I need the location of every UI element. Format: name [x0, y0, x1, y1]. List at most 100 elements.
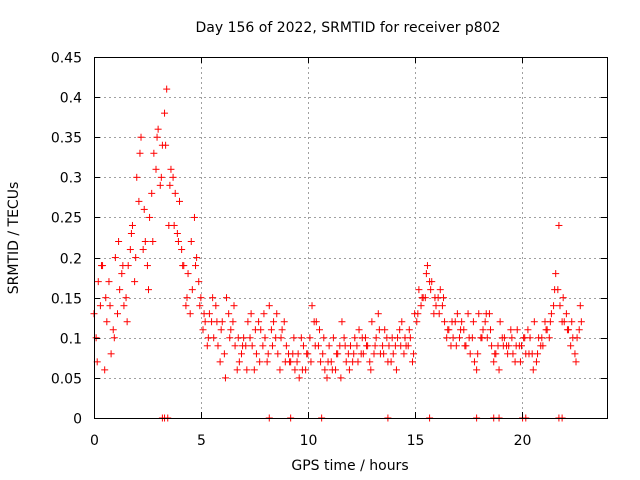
y-tick-label: 0	[73, 412, 82, 428]
x-tick-labels: 0 5 10 15 20	[90, 433, 531, 449]
data-point	[216, 358, 224, 366]
data-point	[114, 310, 122, 318]
data-point	[182, 302, 190, 310]
data-point	[321, 366, 329, 374]
data-point	[547, 310, 555, 318]
data-point	[422, 270, 430, 278]
data-point	[427, 286, 435, 294]
data-point	[490, 358, 498, 366]
data-point	[320, 334, 328, 342]
data-point	[458, 318, 466, 326]
data-point	[156, 181, 164, 189]
data-point	[469, 318, 477, 326]
data-point	[316, 326, 324, 334]
data-point	[559, 294, 567, 302]
data-point	[199, 326, 207, 334]
data-point	[310, 318, 318, 326]
data-point	[128, 221, 136, 229]
data-point	[140, 205, 148, 213]
data-point	[363, 342, 371, 350]
data-point	[345, 366, 353, 374]
x-tick-label: 0	[90, 433, 99, 449]
data-point	[293, 358, 301, 366]
data-point	[342, 358, 350, 366]
data-point	[552, 270, 560, 278]
data-point	[329, 334, 337, 342]
data-point	[148, 189, 156, 197]
data-point	[452, 342, 460, 350]
data-point	[572, 358, 580, 366]
data-point	[351, 334, 359, 342]
data-point	[524, 326, 532, 334]
data-point	[157, 173, 165, 181]
data-point	[545, 334, 553, 342]
data-point	[103, 318, 111, 326]
data-point	[408, 358, 416, 366]
data-point	[213, 318, 221, 326]
x-tick-label: 5	[197, 433, 206, 449]
data-point	[248, 342, 256, 350]
data-point	[260, 310, 268, 318]
data-point	[333, 350, 341, 358]
data-point	[146, 213, 154, 221]
data-point	[120, 302, 128, 310]
data-point	[567, 342, 575, 350]
data-point	[370, 350, 378, 358]
data-point	[239, 342, 247, 350]
data-point	[167, 165, 175, 173]
data-point	[555, 221, 563, 229]
data-point	[372, 334, 380, 342]
data-point	[461, 342, 469, 350]
data-point	[367, 366, 375, 374]
data-point	[276, 366, 284, 374]
y-tick-label: 0.15	[51, 292, 82, 308]
data-point	[479, 326, 487, 334]
plot-frame	[94, 57, 608, 419]
data-point	[127, 229, 135, 237]
data-point	[186, 310, 194, 318]
data-point	[423, 262, 431, 270]
data-point	[575, 326, 583, 334]
data-point	[225, 310, 233, 318]
data-point	[405, 326, 413, 334]
data-point	[530, 318, 538, 326]
data-point	[521, 334, 529, 342]
data-point	[550, 302, 558, 310]
data-point	[371, 342, 379, 350]
data-point	[109, 326, 117, 334]
data-point	[188, 286, 196, 294]
data-point	[410, 350, 418, 358]
data-point	[162, 141, 170, 149]
data-point	[513, 326, 521, 334]
data-point	[233, 366, 241, 374]
data-point	[357, 350, 365, 358]
data-point	[325, 342, 333, 350]
data-point	[507, 326, 515, 334]
data-point	[308, 302, 316, 310]
data-point	[243, 366, 251, 374]
data-point	[573, 334, 581, 342]
data-point	[307, 358, 315, 366]
data-point	[252, 350, 260, 358]
data-point	[174, 238, 182, 246]
data-point	[558, 318, 566, 326]
data-point	[374, 310, 382, 318]
data-point	[294, 350, 302, 358]
data-point	[154, 125, 162, 133]
data-point	[415, 286, 423, 294]
data-point	[488, 342, 496, 350]
data-point	[385, 342, 393, 350]
data-point	[116, 286, 124, 294]
data-point	[244, 318, 252, 326]
y-tick-label: 0.05	[51, 372, 82, 388]
data-point	[576, 302, 584, 310]
data-point	[358, 334, 366, 342]
axis-ticks	[94, 57, 607, 419]
data-point	[291, 366, 299, 374]
data-point	[170, 221, 178, 229]
y-tick-label: 0.4	[60, 91, 82, 107]
data-point	[556, 302, 564, 310]
data-point	[449, 334, 457, 342]
data-point	[195, 278, 203, 286]
